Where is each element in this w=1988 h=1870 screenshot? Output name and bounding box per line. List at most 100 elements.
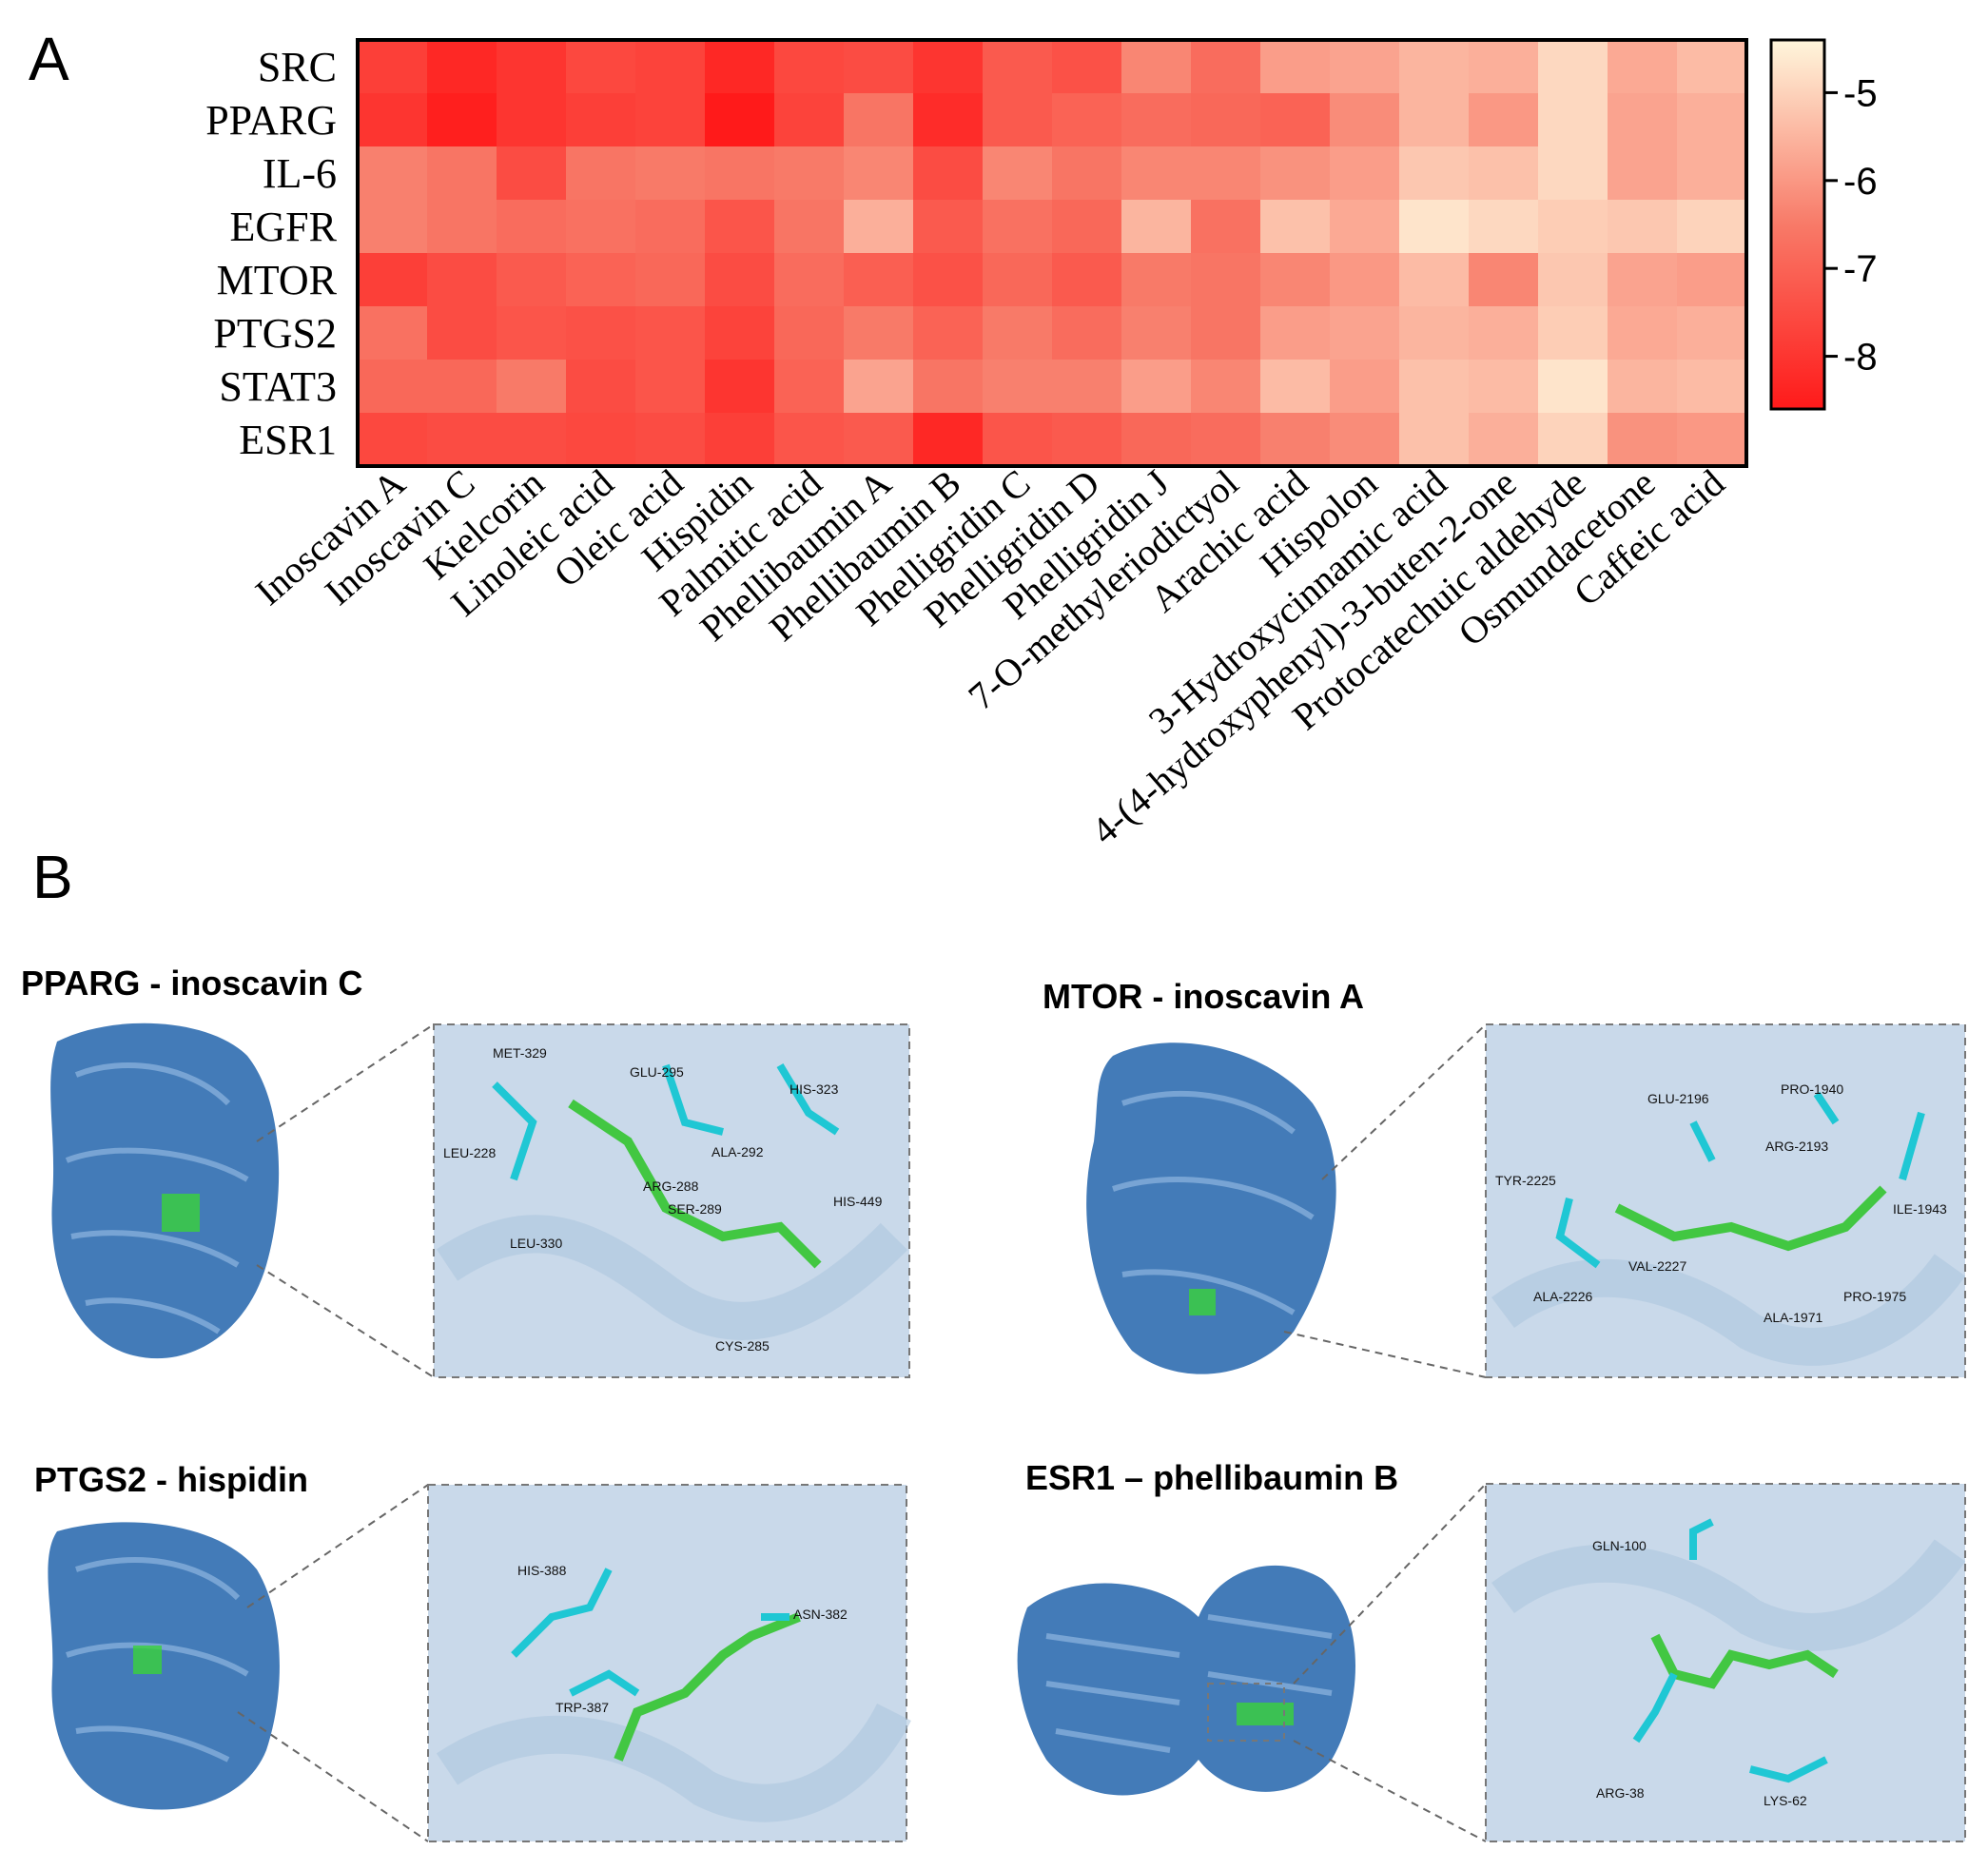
docking-title-ptgs2: PTGS2 - hispidin <box>34 1460 308 1499</box>
heatmap-cell <box>1121 306 1192 360</box>
residue-label: LEU-228 <box>443 1145 496 1160</box>
heatmap-cell <box>1191 93 1261 147</box>
heatmap-cell <box>983 200 1053 254</box>
docking-zoom-esr1 <box>1485 1483 1966 1842</box>
heatmap-cell <box>358 40 428 94</box>
docking-title-mtor: MTOR - inoscavin A <box>1043 977 1364 1016</box>
row-label: IL-6 <box>263 150 337 197</box>
heatmap-cell <box>705 360 775 414</box>
heatmap-cell <box>1469 93 1539 147</box>
residue-label: SER-289 <box>668 1201 722 1217</box>
heatmap-cell <box>497 146 567 201</box>
heatmap-cell <box>497 413 567 467</box>
heatmap-cell <box>497 200 567 254</box>
residue-label: ALA-1971 <box>1764 1310 1822 1325</box>
heatmap-cell <box>1538 40 1608 94</box>
residue-labels-pparg: MET-329 GLU-295 HIS-323 LEU-228 ALA-292 … <box>443 1045 883 1354</box>
heatmap-cell <box>1052 93 1122 147</box>
row-label: STAT3 <box>219 363 337 410</box>
heatmap-cell <box>1330 253 1400 307</box>
heatmap-cell <box>1260 93 1331 147</box>
heatmap-cell <box>358 413 428 467</box>
heatmap-cell <box>358 146 428 201</box>
heatmap-cell <box>705 413 775 467</box>
heatmap-cell <box>774 360 845 414</box>
heatmap-cell <box>1260 306 1331 360</box>
heatmap-cell <box>566 93 636 147</box>
heatmap-cell <box>1469 306 1539 360</box>
heatmap-cell <box>635 360 706 414</box>
heatmap-cell <box>1677 93 1747 147</box>
residue-label: ALA-2226 <box>1533 1289 1592 1304</box>
heatmap-cell <box>427 360 497 414</box>
colorbar-tick-label: -6 <box>1843 161 1878 203</box>
heatmap-cell <box>1538 306 1608 360</box>
heatmap-cell <box>1538 200 1608 254</box>
heatmap-cell <box>1191 306 1261 360</box>
heatmap-cell <box>1608 146 1678 201</box>
heatmap-cell <box>844 200 914 254</box>
residue-label: PRO-1975 <box>1843 1289 1906 1304</box>
residue-label: ILE-1943 <box>1893 1201 1947 1217</box>
heatmap-cell <box>1260 360 1331 414</box>
heatmap-cell <box>774 146 845 201</box>
heatmap-cell <box>983 146 1053 201</box>
docking-zoom-mtor <box>1485 1023 1966 1378</box>
heatmap-cell <box>1469 146 1539 201</box>
heatmap-cell <box>358 93 428 147</box>
heatmap-cell <box>1399 40 1470 94</box>
residue-label: ARG-288 <box>643 1178 699 1194</box>
heatmap-cell <box>635 253 706 307</box>
heatmap-cell <box>427 40 497 94</box>
heatmap-cell <box>705 306 775 360</box>
heatmap-cell <box>1191 360 1261 414</box>
heatmap-cell <box>1121 253 1192 307</box>
heatmap-cell <box>566 306 636 360</box>
heatmap-cell <box>1469 200 1539 254</box>
heatmap-cell <box>844 40 914 94</box>
residue-labels-mtor: GLU-2196 PRO-1940 ARG-2193 TYR-2225 ILE-… <box>1495 1081 1947 1325</box>
docking-zoom-ptgs2 <box>427 1484 911 1842</box>
residue-label: CYS-285 <box>715 1338 770 1354</box>
heatmap-cell <box>844 306 914 360</box>
heatmap-cell <box>427 253 497 307</box>
heatmap-cell <box>1052 253 1122 307</box>
heatmap-cell <box>774 93 845 147</box>
heatmap-cell <box>427 200 497 254</box>
heatmap-cell <box>1052 306 1122 360</box>
heatmap-cell <box>1121 93 1192 147</box>
heatmap-cell <box>1052 200 1122 254</box>
heatmap-cell <box>497 40 567 94</box>
residue-label: GLN-100 <box>1592 1538 1647 1553</box>
colorbar-tick-label: -5 <box>1843 72 1878 114</box>
row-label: SRC <box>258 44 337 90</box>
heatmap-cell <box>844 253 914 307</box>
row-label: PPARG <box>205 97 337 144</box>
docking-title-esr1: ESR1 – phellibaumin B <box>1025 1458 1398 1497</box>
heatmap-cell <box>1608 40 1678 94</box>
colorbar-gradient <box>1769 38 1826 411</box>
docking-panel-pparg: PPARG - inoscavin C MET-329 GLU-295 HIS-… <box>21 964 910 1378</box>
colorbar: -5 -6 -7 -8 <box>1769 38 1878 411</box>
heatmap-cell <box>1330 413 1400 467</box>
heatmap-cell <box>497 93 567 147</box>
heatmap-cell <box>635 200 706 254</box>
heatmap-cell <box>566 253 636 307</box>
heatmap-cell <box>1191 40 1261 94</box>
heatmap-cell <box>1399 253 1470 307</box>
heatmap-cell <box>566 146 636 201</box>
heatmap-cell <box>566 360 636 414</box>
heatmap-cell <box>913 93 984 147</box>
heatmap-cell <box>774 40 845 94</box>
heatmap-cell <box>1677 253 1747 307</box>
heatmap-cell <box>1260 146 1331 201</box>
protein-structure-esr1 <box>1017 1565 1355 1796</box>
heatmap-cell <box>705 253 775 307</box>
heatmap-cell <box>983 413 1053 467</box>
heatmap-cell <box>358 360 428 414</box>
heatmap-cell <box>705 40 775 94</box>
residue-label: TRP-387 <box>555 1700 609 1715</box>
protein-structure-mtor <box>1086 1042 1336 1374</box>
heatmap-cell <box>1052 360 1122 414</box>
residue-label: GLU-2196 <box>1647 1091 1709 1106</box>
